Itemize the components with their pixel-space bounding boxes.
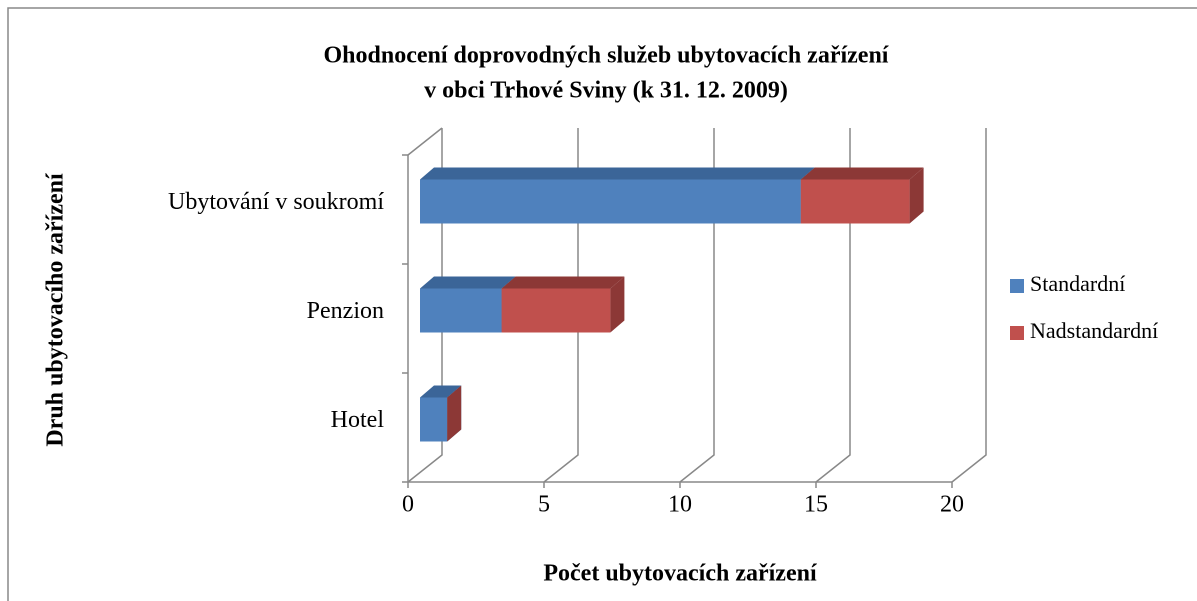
grid-line xyxy=(407,128,443,483)
x-axis-label: Počet ubytovacích zařízení xyxy=(543,561,817,587)
bar xyxy=(501,276,625,333)
bar-face xyxy=(501,276,625,289)
legend-label: Standardní xyxy=(1030,271,1125,296)
chart-title: Ohodnocení doprovodných služeb ubytovací… xyxy=(324,43,889,69)
x-tick-label: 0 xyxy=(402,492,414,518)
grid-line xyxy=(679,128,715,483)
x-tick-label: 15 xyxy=(804,492,828,518)
bar-face xyxy=(420,179,801,224)
legend-swatch xyxy=(1010,326,1024,340)
bar-face xyxy=(420,397,448,442)
x-tick-label: 5 xyxy=(538,492,550,518)
bar-face xyxy=(800,167,924,180)
chart-title: v obci Trhové Sviny (k 31. 12. 2009) xyxy=(424,78,788,104)
bar xyxy=(420,167,815,224)
bar xyxy=(447,385,462,442)
y-axis-label: Druh ubytovacího zařízení xyxy=(43,173,69,447)
legend-label: Nadstandardní xyxy=(1030,318,1158,343)
bar-face xyxy=(909,167,924,224)
bar-face xyxy=(800,179,910,224)
bar-face xyxy=(610,276,625,333)
bar-face xyxy=(420,385,462,398)
legend-swatch xyxy=(1010,279,1024,293)
bar-face xyxy=(420,288,502,333)
x-tick-label: 10 xyxy=(668,492,692,518)
bar-face xyxy=(420,167,815,180)
bar-face xyxy=(501,288,611,333)
y-tick-label: Hotel xyxy=(331,407,385,433)
x-tick-label: 20 xyxy=(940,492,964,518)
y-tick-label: Ubytování v soukromí xyxy=(168,189,384,215)
y-tick-label: Penzion xyxy=(307,298,384,324)
grid-line xyxy=(815,128,851,483)
bar-face xyxy=(420,276,516,289)
bar-face xyxy=(447,385,462,442)
bar xyxy=(420,276,516,333)
bar xyxy=(800,167,924,224)
grid-line xyxy=(543,128,579,483)
grid-line xyxy=(951,128,987,483)
axis-line xyxy=(407,127,443,156)
